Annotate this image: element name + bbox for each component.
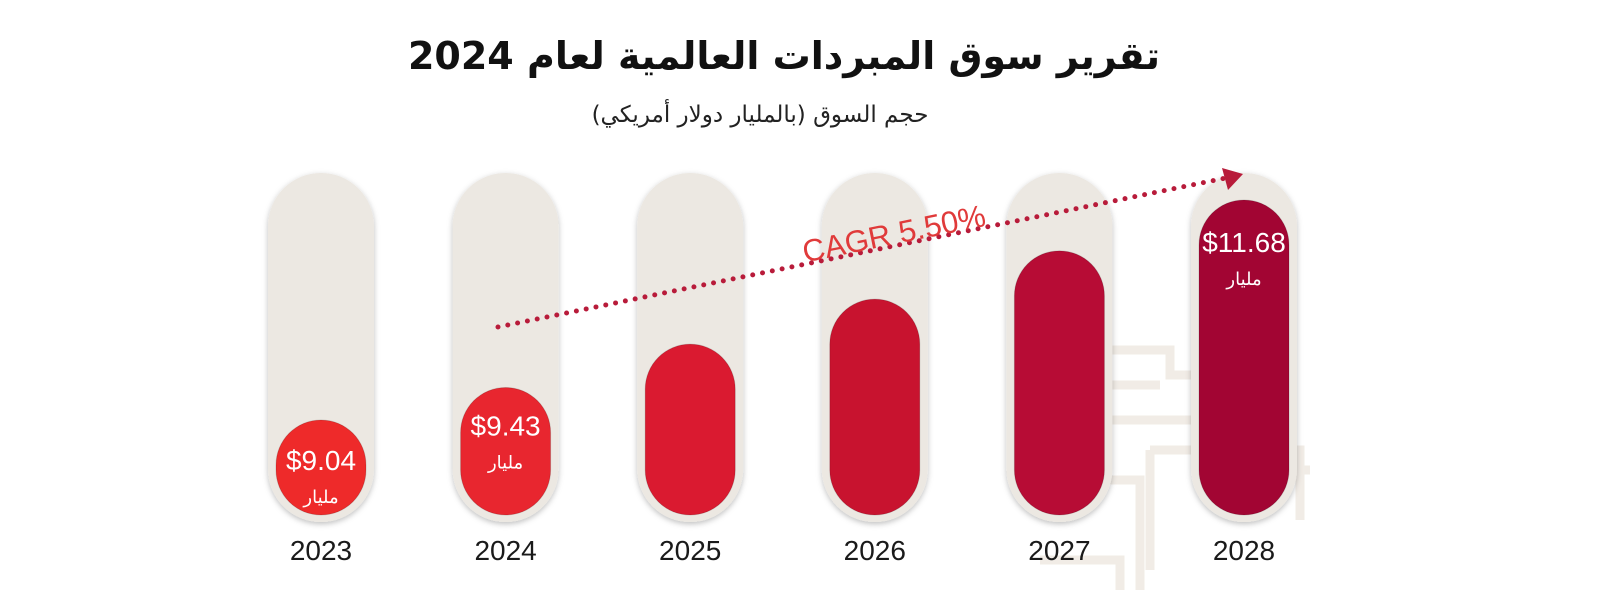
- bar: [1013, 250, 1105, 516]
- x-tick-label: 2023: [290, 535, 352, 566]
- bar-unit-label: مليار: [487, 453, 523, 474]
- bar: [1198, 199, 1290, 516]
- x-tick-label: 2028: [1213, 535, 1275, 566]
- arrow-head-icon: [1222, 168, 1243, 190]
- bar-unit-label: مليار: [302, 487, 338, 508]
- bar-group-2024: $9.43 مليار 2024: [452, 173, 559, 566]
- arrow-dotted-line: [495, 175, 1229, 330]
- cagr-trend-arrow: [495, 168, 1243, 330]
- x-tick-label: 2024: [474, 535, 536, 566]
- bar-group-2026: 2026: [821, 173, 928, 566]
- bar-group-2025: 2025: [637, 173, 744, 566]
- bar-unit-label: مليار: [1225, 269, 1261, 290]
- bar-value-label: $9.43: [471, 411, 541, 442]
- bar-group-2023: $9.04 مليار 2023: [268, 173, 374, 566]
- bar: [829, 298, 921, 516]
- bar: [644, 343, 736, 516]
- chart-subtitle: حجم السوق (بالمليار دولار أمريكي): [591, 102, 929, 128]
- bar: [460, 387, 552, 516]
- bar-group-2027: 2027: [1006, 173, 1113, 566]
- bar-value-label: $11.68: [1202, 227, 1286, 258]
- x-tick-label: 2026: [844, 535, 906, 566]
- bar-group-2028: $11.68 مليار 2028: [1191, 173, 1297, 566]
- x-tick-label: 2027: [1028, 535, 1090, 566]
- bar: [275, 419, 367, 516]
- x-tick-label: 2025: [659, 535, 721, 566]
- bar-value-label: $9.04: [286, 445, 356, 476]
- background-circuit-decoration: [1040, 345, 1310, 590]
- chart-title: تقرير سوق المبردات العالمية لعام 2024: [407, 34, 1161, 78]
